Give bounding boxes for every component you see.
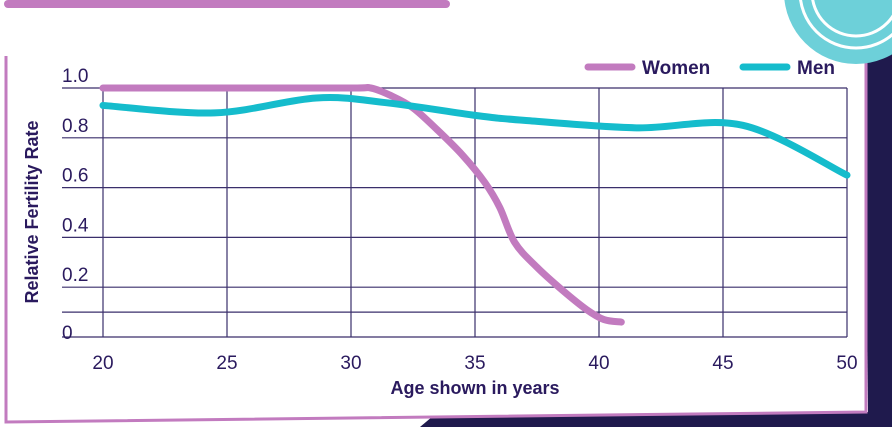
y-tick-label: 0.6 xyxy=(62,166,88,187)
y-tick-label: 0 xyxy=(62,323,73,344)
legend: Women Men xyxy=(584,58,835,79)
series xyxy=(99,83,851,326)
series-line-men xyxy=(99,94,851,179)
x-tick-label: 35 xyxy=(464,353,485,374)
panel-border xyxy=(4,40,868,424)
x-tick-label: 25 xyxy=(216,353,237,374)
y-tick-label: 1.0 xyxy=(62,66,88,87)
x-tick-label: 45 xyxy=(712,353,733,374)
legend-label-women: Women xyxy=(642,58,710,79)
x-tick-label: 20 xyxy=(92,353,113,374)
series-line-women xyxy=(99,83,625,326)
legend-label-men: Men xyxy=(797,58,835,79)
ticks: 20 25 30 35 40 45 50 0 0.2 0.4 0.6 0.8 1.0 xyxy=(62,66,858,374)
x-axis-title: Age shown in years xyxy=(390,378,559,398)
corner-decoration xyxy=(784,0,892,64)
y-tick-label: 0.2 xyxy=(62,265,88,286)
y-tick-label: 0.8 xyxy=(62,116,88,137)
x-tick-label: 50 xyxy=(836,353,857,374)
y-axis-title: Relative Fertility Rate xyxy=(22,120,42,303)
x-tick-label: 40 xyxy=(588,353,609,374)
x-tick-label: 30 xyxy=(340,353,361,374)
y-tick-label: 0.4 xyxy=(62,215,89,236)
grid xyxy=(62,87,848,338)
white-panel xyxy=(0,0,868,424)
